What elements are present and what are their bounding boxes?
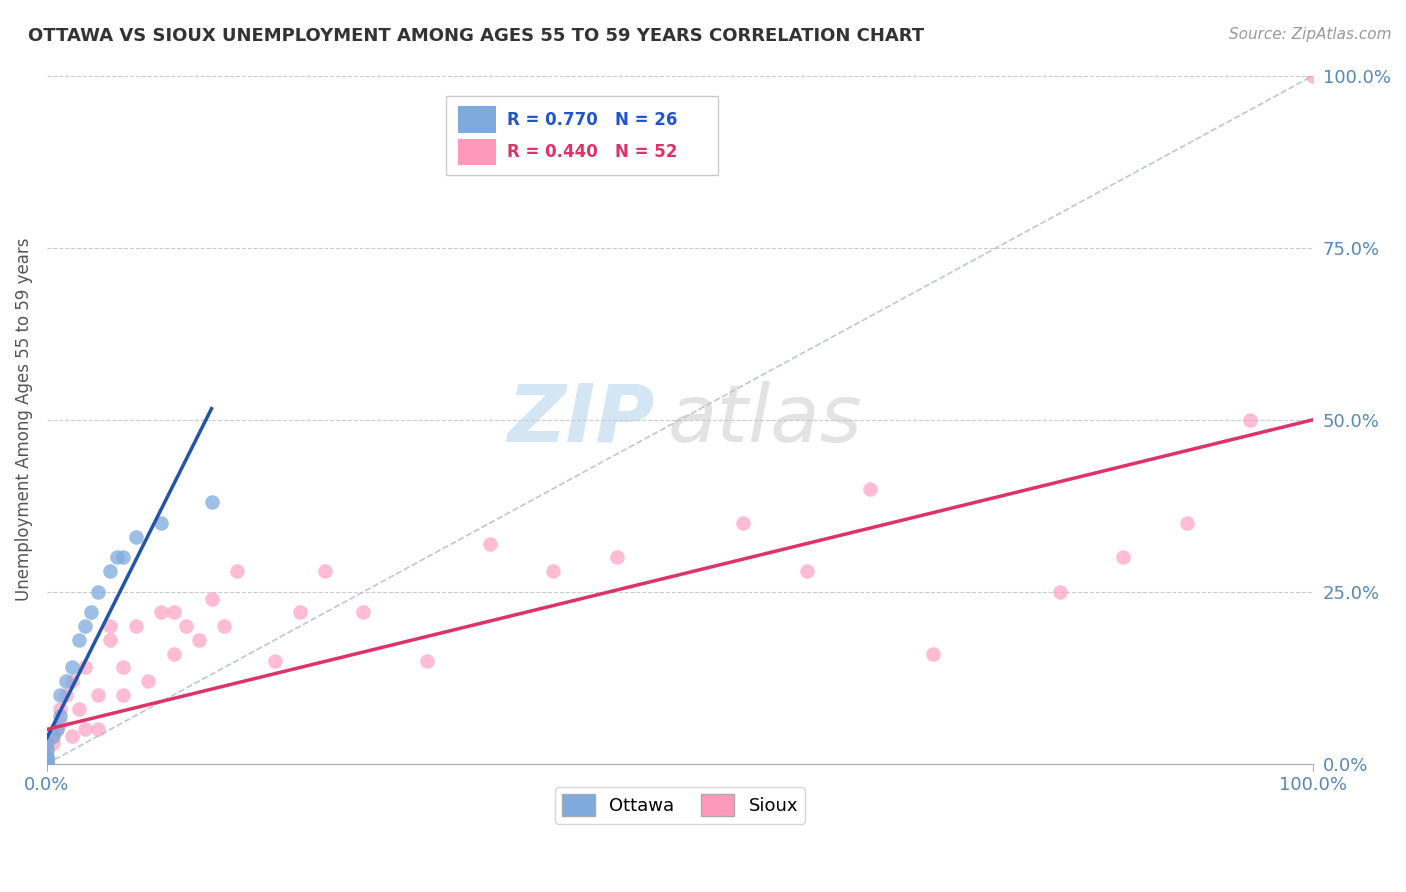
Point	[35, 756, 58, 771]
Point	[124, 619, 146, 633]
Point	[149, 606, 172, 620]
Text: Source: ZipAtlas.com: Source: ZipAtlas.com	[1229, 27, 1392, 42]
Point	[35, 756, 58, 771]
Point	[288, 606, 311, 620]
Point	[543, 564, 565, 578]
Text: OTTAWA VS SIOUX UNEMPLOYMENT AMONG AGES 55 TO 59 YEARS CORRELATION CHART: OTTAWA VS SIOUX UNEMPLOYMENT AMONG AGES …	[28, 27, 924, 45]
Point	[1049, 584, 1071, 599]
Point	[80, 606, 103, 620]
Point	[416, 654, 439, 668]
Point	[73, 619, 96, 633]
Point	[35, 743, 58, 757]
Text: atlas: atlas	[668, 381, 862, 458]
Point	[200, 591, 222, 606]
Point	[35, 756, 58, 771]
Point	[1239, 412, 1261, 426]
Point	[60, 660, 83, 674]
Point	[98, 619, 121, 633]
Point	[60, 729, 83, 743]
Point	[162, 606, 184, 620]
Point	[48, 708, 70, 723]
Point	[212, 619, 235, 633]
Text: R = 0.770   N = 26: R = 0.770 N = 26	[506, 111, 676, 128]
Point	[46, 723, 69, 737]
Point	[98, 632, 121, 647]
Point	[1302, 69, 1324, 83]
Point	[479, 536, 502, 550]
Point	[35, 756, 58, 771]
Point	[86, 688, 108, 702]
FancyBboxPatch shape	[458, 106, 496, 133]
Point	[35, 743, 58, 757]
Point	[263, 654, 285, 668]
Point	[35, 756, 58, 771]
Point	[225, 564, 247, 578]
Point	[42, 729, 65, 743]
Point	[315, 564, 337, 578]
Point	[35, 756, 58, 771]
Point	[35, 750, 58, 764]
Point	[73, 660, 96, 674]
Point	[149, 516, 172, 530]
Point	[35, 753, 58, 767]
Point	[1112, 550, 1135, 565]
Point	[922, 647, 945, 661]
Point	[67, 702, 90, 716]
Point	[111, 688, 134, 702]
Point	[60, 674, 83, 689]
Point	[67, 632, 90, 647]
Point	[187, 632, 209, 647]
Point	[42, 736, 65, 750]
Point	[111, 550, 134, 565]
Point	[48, 715, 70, 730]
Point	[98, 564, 121, 578]
Point	[86, 584, 108, 599]
Point	[105, 550, 128, 565]
Point	[124, 530, 146, 544]
Point	[136, 674, 159, 689]
Point	[35, 756, 58, 771]
FancyBboxPatch shape	[458, 139, 496, 165]
Point	[35, 756, 58, 771]
Point	[200, 495, 222, 509]
Point	[55, 688, 77, 702]
Point	[353, 606, 375, 620]
Point	[48, 688, 70, 702]
Point	[111, 660, 134, 674]
Point	[733, 516, 755, 530]
Point	[35, 756, 58, 771]
Point	[859, 482, 882, 496]
Point	[86, 723, 108, 737]
Point	[606, 550, 628, 565]
Point	[35, 756, 58, 771]
Point	[55, 674, 77, 689]
Point	[162, 647, 184, 661]
FancyBboxPatch shape	[446, 96, 718, 176]
Point	[1175, 516, 1198, 530]
Y-axis label: Unemployment Among Ages 55 to 59 years: Unemployment Among Ages 55 to 59 years	[15, 238, 32, 601]
Point	[46, 723, 69, 737]
Point	[42, 729, 65, 743]
Point	[35, 756, 58, 771]
Point	[35, 751, 58, 765]
Point	[73, 723, 96, 737]
Legend: Ottawa, Sioux: Ottawa, Sioux	[555, 787, 806, 823]
Text: ZIP: ZIP	[508, 381, 655, 458]
Point	[48, 702, 70, 716]
Point	[35, 736, 58, 750]
Point	[35, 750, 58, 764]
Point	[174, 619, 197, 633]
Point	[796, 564, 818, 578]
Text: R = 0.440   N = 52: R = 0.440 N = 52	[506, 143, 676, 161]
